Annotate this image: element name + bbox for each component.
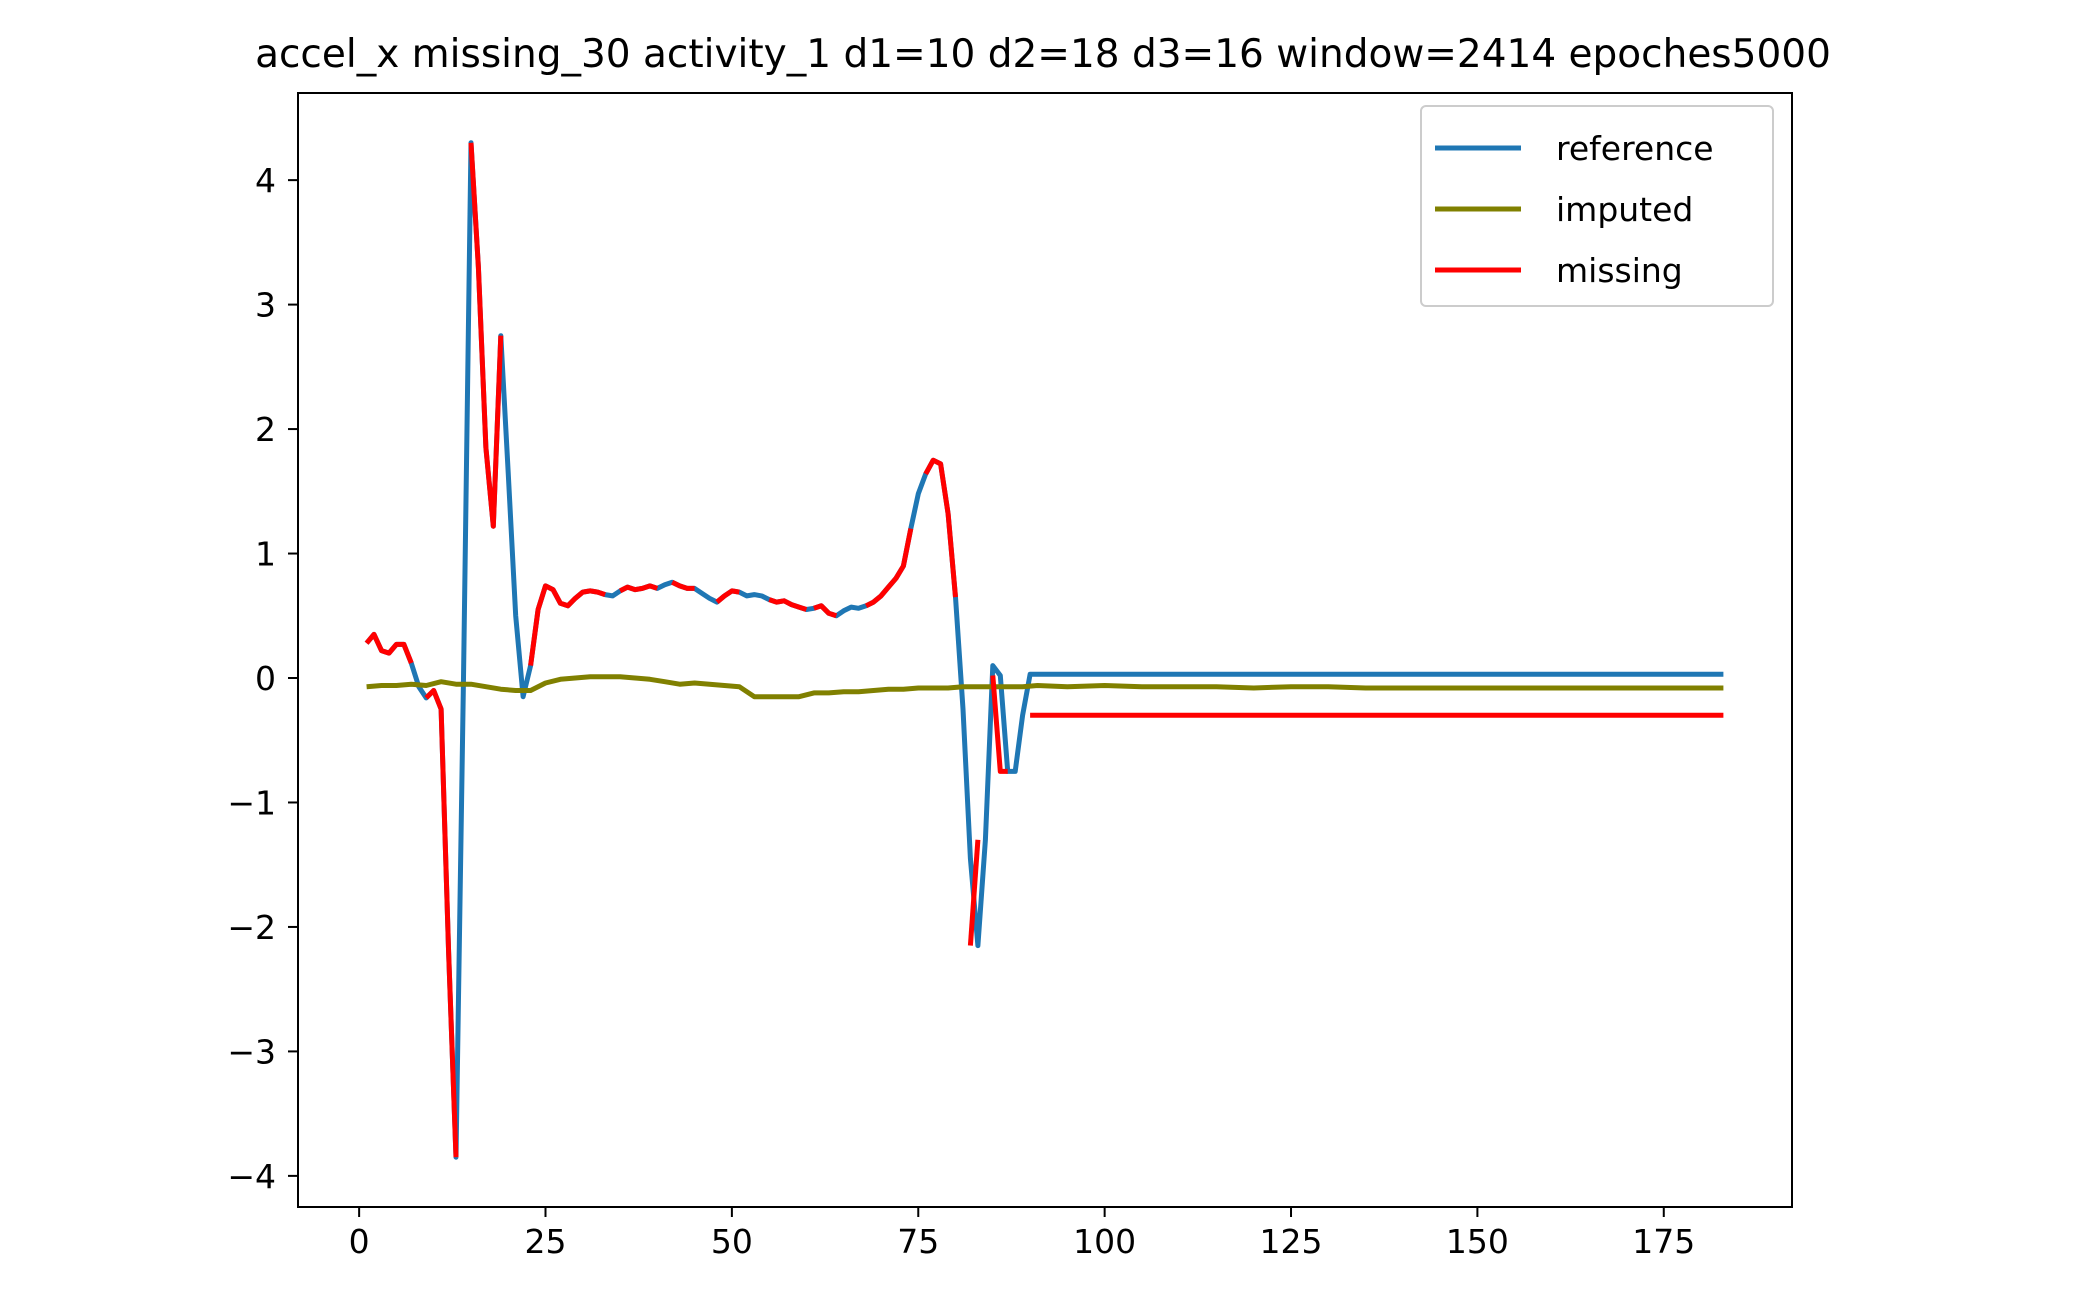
x-tick-label: 0 [349, 1222, 370, 1261]
legend-label-reference: reference [1556, 129, 1714, 168]
y-axis: −4 −3 −2 −1 0 1 2 3 4 [227, 161, 298, 1196]
y-tick-label: 1 [255, 535, 276, 574]
x-tick-label: 175 [1632, 1222, 1695, 1261]
y-tick-label: 0 [255, 659, 276, 698]
legend-box [1420, 105, 1774, 307]
legend: reference imputed missing [1420, 105, 1774, 307]
x-tick-label: 100 [1073, 1222, 1136, 1261]
series-missing-segment-1 [364, 631, 414, 665]
series-layer [364, 140, 1724, 1160]
y-tick-label: 2 [255, 410, 276, 449]
y-tick-label: 3 [255, 286, 276, 325]
series-missing-segment-10 [864, 528, 914, 609]
y-tick-label: 4 [255, 161, 276, 200]
chart-title: accel_x missing_30 activity_1 d1=10 d2=1… [255, 32, 1831, 77]
y-tick-label: −1 [227, 783, 276, 822]
legend-label-imputed: imputed [1556, 190, 1693, 229]
series-missing-segment-3 [468, 142, 504, 529]
series-missing-segment-11 [923, 457, 958, 598]
series-missing-segment-4 [528, 583, 606, 666]
y-tick-label: −4 [227, 1157, 276, 1196]
series-missing-segment-9 [813, 603, 838, 619]
series-missing-segment-6 [671, 579, 695, 591]
y-tick-label: −2 [227, 908, 276, 947]
legend-label-missing: missing [1556, 251, 1683, 290]
x-tick-label: 125 [1260, 1222, 1323, 1261]
x-axis: 0 25 50 75 100 125 150 175 [349, 1207, 1695, 1261]
x-tick-label: 50 [711, 1222, 753, 1261]
x-tick-label: 150 [1446, 1222, 1509, 1261]
y-tick-label: −3 [227, 1032, 276, 1071]
series-missing-segment-12 [967, 839, 981, 946]
x-tick-label: 75 [897, 1222, 939, 1261]
x-tick-label: 25 [525, 1222, 567, 1261]
series-missing-segment-8 [768, 597, 808, 612]
series-missing-segment-13 [990, 675, 1008, 774]
series-imputed-line [366, 674, 1724, 700]
series-group [364, 140, 1724, 1160]
series-missing-segment-7 [715, 588, 740, 605]
series-missing-segment-2 [424, 688, 459, 1158]
plot-area-frame [297, 92, 1793, 1208]
series-missing-segment-5 [618, 583, 659, 594]
